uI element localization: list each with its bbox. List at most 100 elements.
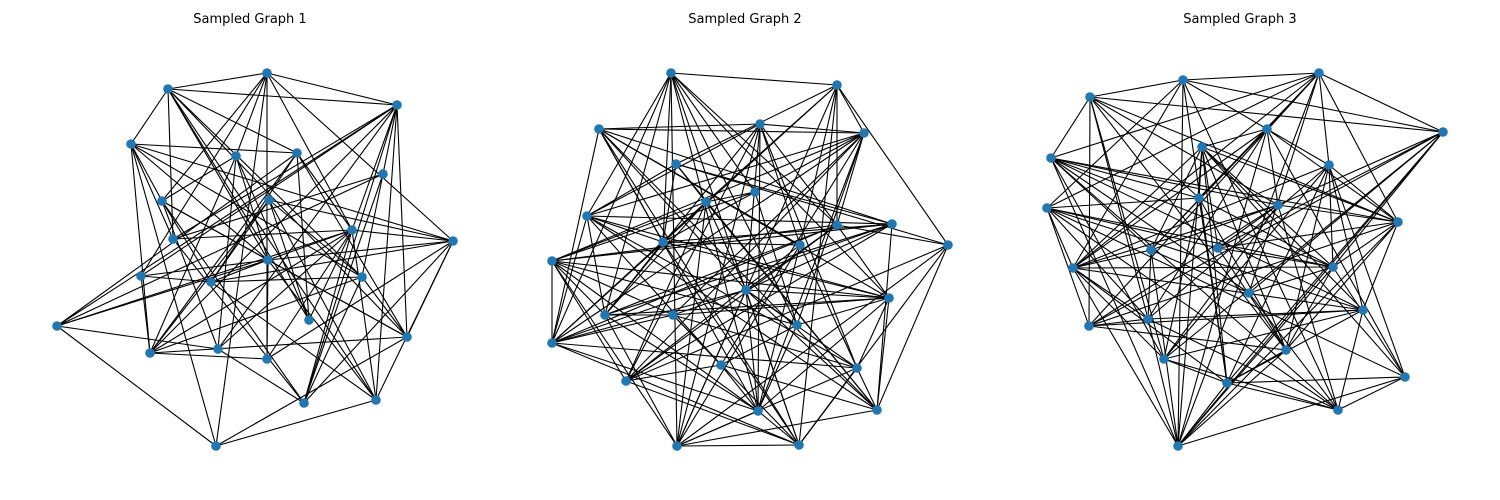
graph-edge <box>1050 157 1250 294</box>
graph-node <box>859 128 869 138</box>
graph-edge <box>210 152 298 283</box>
graph-edge <box>303 229 353 404</box>
graph-node <box>753 406 763 416</box>
graph-node <box>1178 75 1188 85</box>
graph-edge <box>1150 128 1268 251</box>
graph-edge <box>1266 128 1279 206</box>
graph-edge <box>361 276 408 338</box>
graph-edge <box>1328 164 1399 223</box>
graph-node <box>1213 243 1223 253</box>
graph-edge <box>745 289 759 412</box>
graph-edge <box>1182 79 1268 130</box>
graph-edge <box>759 123 838 226</box>
graph-edge <box>754 191 798 326</box>
graph-edge <box>1150 204 1279 251</box>
graph-edge <box>551 289 747 344</box>
network-graph <box>52 68 458 451</box>
graph-edge <box>1177 382 1228 447</box>
graph-edge <box>1198 197 1334 268</box>
graph-edge <box>296 152 353 231</box>
graph-edge <box>551 342 759 412</box>
graph-edge <box>551 260 798 326</box>
edges <box>551 72 949 447</box>
graph-edge <box>604 241 664 316</box>
graph-edge <box>705 201 747 291</box>
graph-edge <box>551 132 865 262</box>
graph-edge <box>598 128 893 225</box>
graph-edge <box>604 297 890 316</box>
graph-edge <box>662 241 801 246</box>
graph-edge <box>586 215 664 243</box>
graph-edge <box>676 409 878 447</box>
graph-node <box>304 315 314 325</box>
graph-edge <box>215 72 268 447</box>
graph-edge <box>130 143 151 354</box>
graph-edge <box>210 240 454 283</box>
graph-edge <box>351 229 377 401</box>
graph-edge <box>161 200 219 350</box>
graph-edge <box>745 289 800 446</box>
graph-edge <box>382 104 398 175</box>
graph-edge <box>876 244 949 411</box>
graph-edge <box>1046 207 1090 327</box>
graph-edge <box>551 224 838 262</box>
graph-edge <box>604 314 678 447</box>
graph-edge <box>361 173 384 278</box>
graph-edge <box>217 104 398 350</box>
graph-node <box>1314 68 1324 78</box>
graph-edge <box>598 128 865 134</box>
graph-edge <box>604 201 707 316</box>
graph-node <box>392 100 402 110</box>
graph-edge <box>720 132 865 366</box>
graph-edge <box>1177 349 1287 447</box>
graph-edge <box>1163 309 1364 360</box>
graph-edge <box>1266 128 1330 166</box>
graph-edge <box>1050 157 1339 411</box>
graph-edge <box>1050 157 1165 360</box>
graph-edge <box>745 289 858 369</box>
graph-edge <box>1177 131 1444 447</box>
graph-edge <box>235 155 310 321</box>
graph-edge <box>266 229 353 360</box>
graph-node <box>136 271 146 281</box>
graph-edge <box>604 314 759 412</box>
graph-edge <box>1088 204 1279 327</box>
graph-edge <box>1089 79 1184 98</box>
graph-edge <box>551 314 674 344</box>
graph-edge <box>551 72 672 344</box>
graph-node <box>52 321 62 331</box>
graph-edge <box>759 123 865 134</box>
graph-edge <box>1332 266 1406 378</box>
graph-edge <box>140 259 269 277</box>
graph-node <box>126 139 136 149</box>
graph-edge <box>757 123 761 412</box>
graph-edge <box>551 260 674 316</box>
graph-edge <box>210 199 270 283</box>
graph-edge <box>1201 146 1219 249</box>
graph-node <box>1143 314 1153 324</box>
graph-edge <box>351 229 454 242</box>
graph-node <box>1281 345 1291 355</box>
graph-edge <box>56 325 219 350</box>
graph-edge <box>1163 197 1200 360</box>
graph-edge <box>676 244 949 447</box>
graph-node <box>1159 354 1169 364</box>
graph-panel-2: Sampled Graph 2 <box>495 0 995 500</box>
graph-edge <box>1050 157 1334 268</box>
graph-edge <box>551 260 678 447</box>
graph-edge <box>167 88 269 261</box>
graph-edge <box>1050 96 1091 159</box>
graph-edge <box>217 348 305 404</box>
graph-edge <box>1217 247 1287 351</box>
graph-node <box>594 124 604 134</box>
graph-edge <box>1088 131 1444 327</box>
graph-edge <box>757 297 890 412</box>
graph-node <box>668 310 678 320</box>
graph-edge <box>662 163 677 243</box>
graph-edge <box>1226 349 1287 384</box>
graph-edge <box>1217 221 1399 249</box>
graph-edge <box>56 325 217 447</box>
graph-edge <box>1226 382 1339 411</box>
graph-node <box>547 338 557 348</box>
graph-edge <box>1328 164 1334 268</box>
